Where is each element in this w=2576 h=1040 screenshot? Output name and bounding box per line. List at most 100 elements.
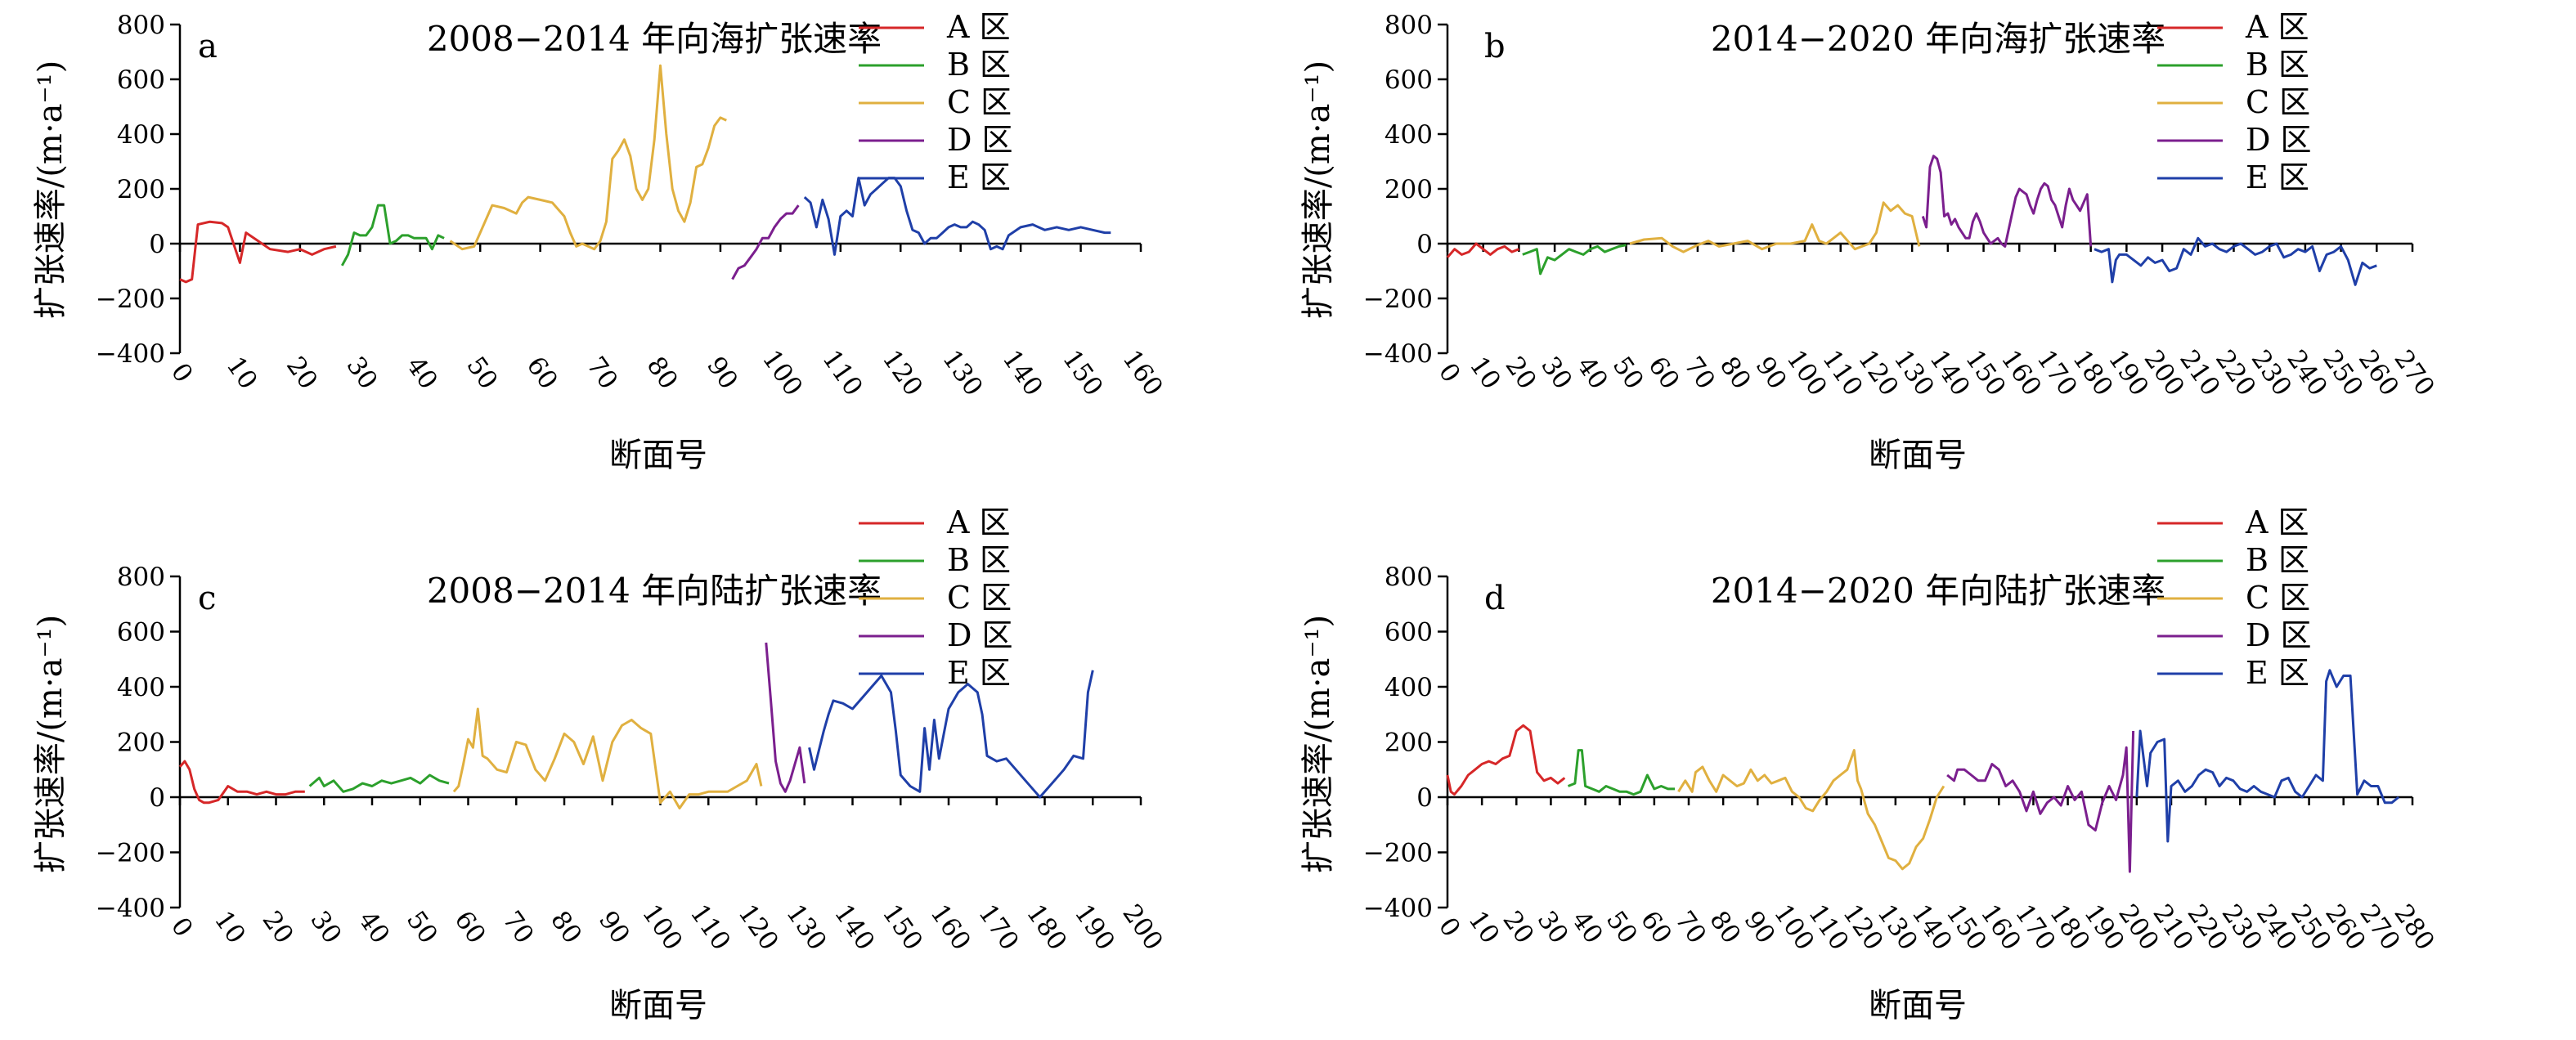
y-tick-label: −400 xyxy=(96,339,165,369)
x-tick-label: 0 xyxy=(165,358,199,388)
series-line-A xyxy=(178,760,305,805)
x-tick-label: 40 xyxy=(1571,352,1613,395)
x-tick-label: 140 xyxy=(997,345,1048,401)
series-line-D xyxy=(1946,730,2135,873)
y-tick-label: −200 xyxy=(1363,839,1433,868)
y-tick-label: 800 xyxy=(117,563,165,592)
y-tick-label: −400 xyxy=(1363,339,1433,369)
x-tick-label: 40 xyxy=(1566,906,1609,949)
x-tick-label: 60 xyxy=(1642,352,1685,395)
series-line-D xyxy=(731,204,800,280)
series-line-C xyxy=(1677,749,1945,871)
y-tick-label: 200 xyxy=(1384,175,1433,204)
x-tick-label: 140 xyxy=(828,899,880,956)
x-tick-label: 60 xyxy=(449,906,491,949)
series-line-B xyxy=(308,773,450,793)
series-line-A xyxy=(179,220,337,284)
legend: A 区B 区C 区D 区E 区 xyxy=(859,9,1013,195)
legend-label-D: D 区 xyxy=(947,122,1013,158)
x-tick-label: 120 xyxy=(732,899,783,956)
y-tick-label: −200 xyxy=(96,839,165,868)
x-axis-title: 断面号 xyxy=(1869,987,1967,1024)
x-tick-label: 30 xyxy=(1535,352,1577,395)
series-line-C xyxy=(449,64,727,251)
legend-label-D: D 区 xyxy=(2246,617,2312,653)
x-tick-label: 10 xyxy=(209,906,251,949)
chart-title: 2008−2014 年向陆扩张速率 xyxy=(427,571,882,611)
series-line-E xyxy=(2094,236,2377,286)
x-tick-label: 190 xyxy=(1069,899,1120,956)
series-line-C xyxy=(1629,201,1921,253)
x-tick-label: 20 xyxy=(1497,906,1539,949)
y-tick-label: 600 xyxy=(1384,618,1433,648)
x-tick-label: 80 xyxy=(641,352,684,395)
x-tick-label: 80 xyxy=(545,906,587,949)
legend-label-A: A 区 xyxy=(946,9,1011,45)
chart-title: 2008−2014 年向海扩张速率 xyxy=(427,19,882,59)
legend: A 区B 区C 区D 区E 区 xyxy=(2157,504,2312,691)
panel-b: −400−20002004006008000102030405060708090… xyxy=(1299,9,2440,474)
y-tick-label: 0 xyxy=(149,230,165,259)
y-tick-label: 400 xyxy=(117,120,165,150)
panel-letter: c xyxy=(198,580,216,617)
x-tick-label: 70 xyxy=(1678,352,1721,395)
panel-letter: a xyxy=(198,28,218,65)
y-tick-label: 600 xyxy=(117,618,165,648)
series-line-E xyxy=(803,177,1111,256)
y-tick-label: 600 xyxy=(1384,65,1433,95)
legend-label-B: B 区 xyxy=(947,542,1011,578)
x-tick-label: 0 xyxy=(1433,912,1466,943)
legend-label-E: E 区 xyxy=(947,159,1011,195)
y-tick-label: −400 xyxy=(1363,894,1433,923)
x-tick-label: 0 xyxy=(1433,358,1466,388)
series-line-B xyxy=(1522,244,1627,276)
x-tick-label: 130 xyxy=(780,899,832,956)
y-tick-label: 0 xyxy=(1416,783,1433,813)
y-tick-label: 200 xyxy=(117,175,165,204)
legend-label-C: C 区 xyxy=(2246,580,2310,616)
x-axis-title: 断面号 xyxy=(1869,437,1967,474)
x-tick-label: 110 xyxy=(684,899,736,956)
series-line-C xyxy=(452,707,763,809)
legend-label-E: E 区 xyxy=(947,655,1011,691)
x-tick-label: 120 xyxy=(877,345,928,401)
x-tick-label: 50 xyxy=(1607,352,1649,395)
y-tick-label: 200 xyxy=(1384,728,1433,758)
y-tick-label: 800 xyxy=(117,11,165,40)
legend-label-B: B 区 xyxy=(947,47,1011,83)
x-tick-label: 30 xyxy=(340,352,383,395)
legend-label-B: B 区 xyxy=(2246,542,2309,578)
x-tick-label: 130 xyxy=(936,345,988,401)
x-tick-label: 20 xyxy=(280,352,323,395)
x-tick-label: 10 xyxy=(1462,906,1505,949)
panel-c: −400 −200 0 200 400 600 800 0 10 20 30 40 50 60 70 80 90… xyxy=(32,504,1169,1024)
series-line-B xyxy=(1567,749,1676,796)
panel-a: −400 −200 0 200 400 600 800 0 10 20 30 40 50 60 70 80 90… xyxy=(32,9,1169,474)
legend-label-B: B 区 xyxy=(2246,47,2309,83)
x-tick-label: 160 xyxy=(1116,345,1168,401)
x-tick-label: 50 xyxy=(460,352,503,395)
legend-label-A: A 区 xyxy=(2245,504,2309,540)
x-tick-label: 90 xyxy=(701,352,743,395)
x-tick-label: 200 xyxy=(1116,899,1168,956)
chart-title: 2014−2020 年向海扩张速率 xyxy=(1711,19,2165,59)
x-tick-label: 110 xyxy=(816,345,868,401)
x-axis-title: 断面号 xyxy=(609,987,707,1024)
legend-label-E: E 区 xyxy=(2246,159,2309,195)
legend-label-C: C 区 xyxy=(947,580,1012,616)
legend-label-A: A 区 xyxy=(946,504,1011,540)
x-tick-label: 40 xyxy=(352,906,395,949)
x-axis-title: 断面号 xyxy=(609,437,707,474)
y-tick-label: −200 xyxy=(96,285,165,314)
series-line-D xyxy=(765,642,806,793)
x-tick-label: 20 xyxy=(1500,352,1542,395)
legend-label-E: E 区 xyxy=(2246,655,2309,691)
series-line-A xyxy=(1446,242,1519,258)
y-tick-label: 800 xyxy=(1384,11,1433,40)
x-tick-label: 100 xyxy=(636,899,688,956)
x-tick-label: 30 xyxy=(304,906,347,949)
x-tick-label: 70 xyxy=(581,352,623,395)
series-line-D xyxy=(1921,155,2093,248)
x-tick-label: 160 xyxy=(924,899,976,956)
